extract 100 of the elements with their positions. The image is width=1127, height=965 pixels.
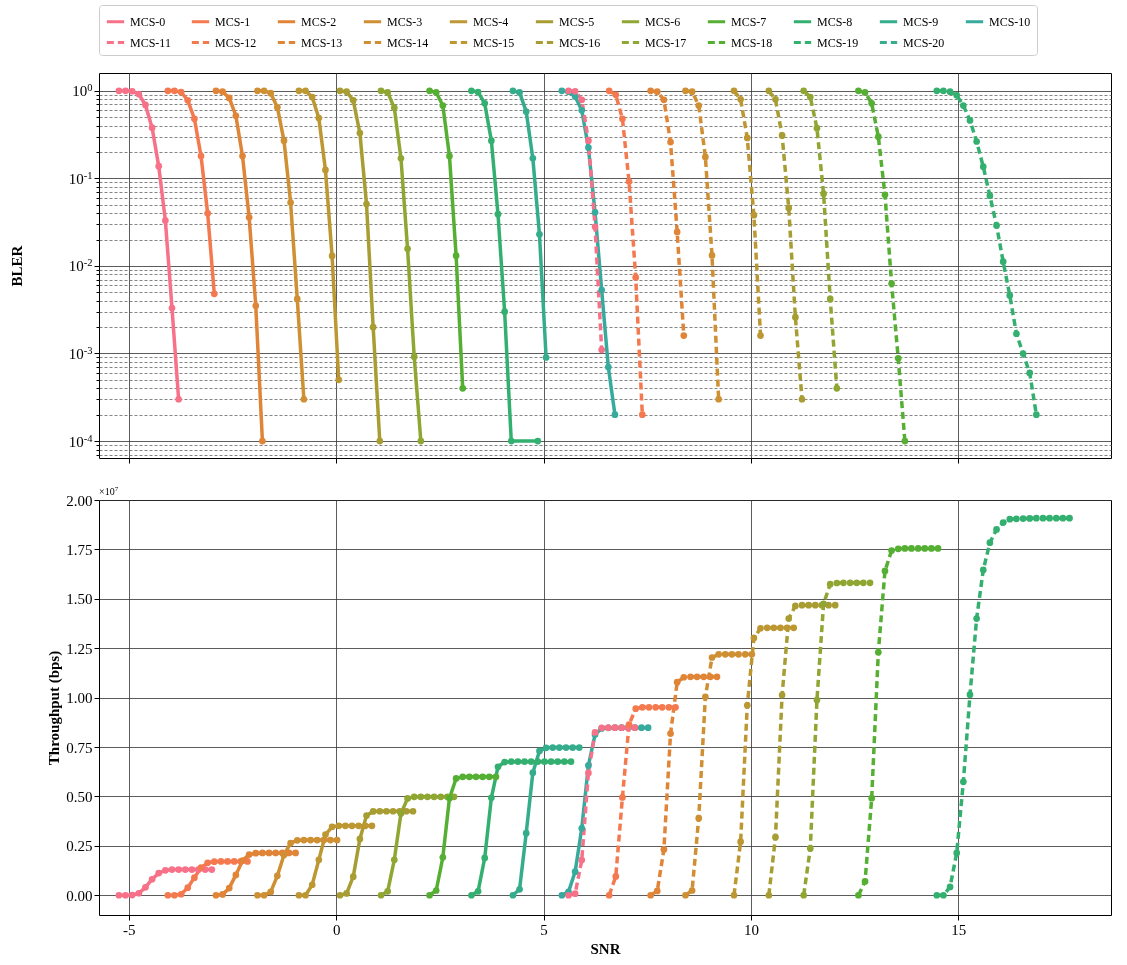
point xyxy=(466,773,473,781)
point xyxy=(1013,330,1020,338)
point xyxy=(424,793,431,801)
point xyxy=(800,87,808,95)
point xyxy=(148,875,156,883)
point xyxy=(632,705,640,713)
point xyxy=(349,96,357,104)
legend-label: MCS-20 xyxy=(903,35,945,50)
point xyxy=(534,758,542,765)
point xyxy=(658,703,666,711)
y-tick-label: 1.00 xyxy=(66,690,93,707)
point xyxy=(446,152,453,160)
point xyxy=(273,872,281,880)
point xyxy=(363,812,370,819)
point xyxy=(155,162,163,170)
point xyxy=(735,650,742,658)
point xyxy=(860,579,867,587)
point xyxy=(575,744,583,751)
point xyxy=(619,115,626,123)
point xyxy=(383,807,390,815)
point xyxy=(861,878,869,885)
y-tick-label: 0.50 xyxy=(66,788,93,805)
point xyxy=(708,654,716,661)
point xyxy=(171,891,178,899)
point xyxy=(135,889,143,897)
point xyxy=(142,883,149,891)
point xyxy=(432,89,440,96)
point xyxy=(210,290,218,298)
point xyxy=(611,411,619,419)
point xyxy=(327,836,334,844)
point xyxy=(348,822,356,830)
point xyxy=(404,245,411,253)
point xyxy=(252,849,260,857)
point xyxy=(376,807,384,815)
point xyxy=(259,849,266,857)
legend-label: MCS-19 xyxy=(817,35,859,50)
point xyxy=(840,579,847,587)
point xyxy=(813,124,821,132)
text: ×10$^{7}$ xyxy=(99,485,119,497)
point xyxy=(259,437,266,445)
point xyxy=(811,601,819,609)
point xyxy=(181,866,189,873)
point xyxy=(743,701,751,709)
point xyxy=(501,758,508,766)
point xyxy=(728,650,736,658)
point xyxy=(946,883,954,891)
point xyxy=(468,891,475,899)
point xyxy=(578,856,586,864)
point xyxy=(307,836,314,844)
point xyxy=(426,87,433,95)
point xyxy=(390,104,398,112)
legend-label: MCS-2 xyxy=(301,14,337,29)
point xyxy=(993,222,1000,229)
point xyxy=(798,395,806,403)
point xyxy=(1052,514,1060,522)
point xyxy=(377,87,385,95)
point xyxy=(308,881,316,889)
point xyxy=(598,286,606,294)
legend-label: MCS-16 xyxy=(559,35,601,50)
legend-label: MCS-9 xyxy=(903,14,939,29)
point xyxy=(155,869,163,877)
point xyxy=(888,280,895,287)
y-tick-label: 10$^{-1}$ xyxy=(68,169,93,187)
point xyxy=(578,824,586,832)
point xyxy=(292,849,299,857)
point xyxy=(254,891,261,899)
point xyxy=(737,838,744,846)
point xyxy=(363,200,370,208)
point xyxy=(653,88,661,95)
point xyxy=(757,332,764,339)
point xyxy=(135,90,143,98)
legend-label: MCS-0 xyxy=(130,14,166,29)
point xyxy=(295,87,303,95)
point xyxy=(792,313,799,321)
point xyxy=(481,854,489,862)
point xyxy=(534,437,542,445)
point xyxy=(946,88,954,95)
point xyxy=(638,724,645,731)
point xyxy=(713,673,721,681)
point xyxy=(267,89,275,97)
point xyxy=(874,133,882,140)
point xyxy=(855,891,862,899)
y-tick-label: 2.00 xyxy=(66,492,93,509)
point xyxy=(979,566,987,574)
point xyxy=(1032,514,1040,522)
point xyxy=(846,579,854,587)
point xyxy=(349,873,357,881)
point xyxy=(384,89,392,96)
point xyxy=(813,696,821,704)
point xyxy=(826,295,834,303)
point xyxy=(389,807,397,815)
point xyxy=(558,87,566,95)
point xyxy=(128,87,136,95)
point xyxy=(328,252,336,260)
point xyxy=(390,856,398,864)
point xyxy=(585,769,592,777)
point xyxy=(687,673,694,681)
point xyxy=(536,747,543,755)
point xyxy=(612,873,620,880)
point xyxy=(1046,514,1053,522)
